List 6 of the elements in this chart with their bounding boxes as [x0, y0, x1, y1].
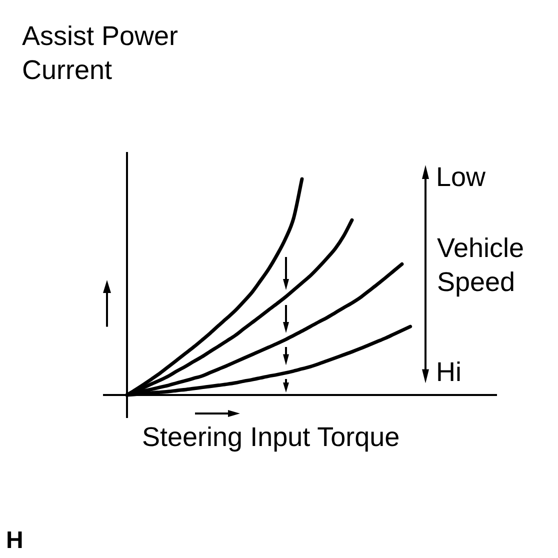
y-axis-title: Assist Power Current: [22, 20, 180, 87]
text: Vehicle Speed: [437, 232, 526, 300]
x-axis-title: Steering Input Torque: [142, 421, 400, 454]
text: Hi: [436, 356, 462, 390]
text: H: [6, 527, 24, 554]
text: Low: [436, 160, 486, 194]
